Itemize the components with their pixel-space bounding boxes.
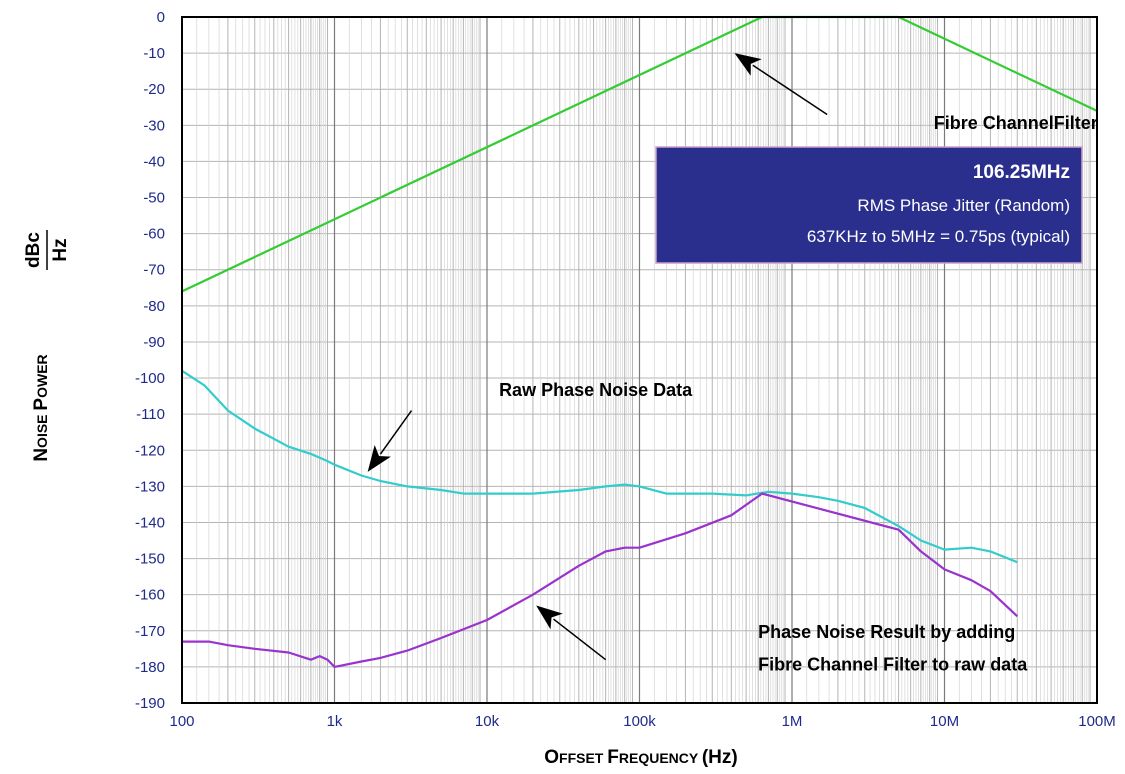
- x-tick-label: 10M: [930, 713, 959, 730]
- annotation-arrows: [367, 53, 828, 661]
- arrow-result-arrow: [536, 605, 607, 661]
- arrow-head: [734, 53, 762, 76]
- arrow-shaft: [752, 64, 828, 116]
- y-axis-title: NOISE POWER dBc Hz: [23, 230, 71, 462]
- annotation-result-line2: Fibre Channel Filter to raw data: [758, 655, 1028, 675]
- x-tick-label: 10k: [475, 713, 500, 730]
- y-axis-title-text: NOISE POWER: [31, 354, 52, 461]
- x-tick-label: 1k: [327, 713, 343, 730]
- info-box-jitter-value: 637KHz to 5MHz = 0.75ps (typical): [807, 227, 1070, 246]
- x-tick-label: 1M: [782, 713, 803, 730]
- y-tick-label: -110: [136, 406, 165, 423]
- y-tick-label: -160: [135, 587, 165, 604]
- y-tick-label: -60: [143, 226, 165, 243]
- info-box: 106.25MHz RMS Phase Jitter (Random) 637K…: [655, 146, 1083, 264]
- x-tick-label: 100k: [623, 713, 656, 730]
- y-tick-label: -50: [143, 190, 165, 207]
- y-tick-label: -30: [143, 117, 165, 134]
- annotation-result-line1: Phase Noise Result by adding: [758, 622, 1015, 642]
- y-tick-label: -20: [143, 81, 165, 98]
- annotation-raw-label: Raw Phase Noise Data: [499, 380, 693, 400]
- y-tick-label: -80: [143, 298, 165, 315]
- y-tick-label: -170: [135, 623, 165, 640]
- y-tick-label: -10: [143, 45, 165, 62]
- info-box-background: [655, 146, 1083, 264]
- arrow-head: [367, 444, 391, 472]
- series-line-result: [182, 492, 1019, 669]
- arrow-raw-arrow: [367, 410, 413, 472]
- y-tick-label: -130: [135, 478, 165, 495]
- info-box-frequency: 106.25MHz: [973, 162, 1070, 183]
- y-tick-label: 0: [157, 9, 165, 26]
- x-axis-title: OFFSET FREQUENCY (Hz): [544, 747, 738, 768]
- y-axis-unit-numerator: dBc: [23, 232, 44, 268]
- plot-frame: [181, 16, 1098, 704]
- y-tick-label: -180: [135, 659, 165, 676]
- arrow-shaft: [379, 410, 413, 455]
- y-tick-label: -40: [143, 153, 165, 170]
- y-tick-label: -120: [135, 442, 165, 459]
- y-tick-label: -140: [135, 514, 165, 531]
- y-tick-label: -150: [135, 551, 165, 568]
- x-tick-labels: 100 1k 10k 100k 1M 10M 100M: [169, 713, 1115, 730]
- y-tick-labels: 0 -10 -20 -30 -40 -50 -60 -70 -80 -90 -100 -110 -120…: [135, 9, 165, 712]
- y-tick-label: -70: [143, 262, 165, 279]
- y-tick-label: -190: [135, 695, 165, 712]
- arrow-filter-arrow: [734, 53, 828, 116]
- annotation-filter-label: Fibre ChannelFilter: [934, 113, 1098, 133]
- info-box-jitter-label: RMS Phase Jitter (Random): [857, 196, 1070, 215]
- grid: [181, 16, 1097, 704]
- y-axis-unit-denominator: Hz: [50, 238, 71, 261]
- x-tick-label: 100M: [1078, 713, 1116, 730]
- arrow-shaft: [553, 618, 607, 661]
- y-tick-label: -100: [135, 370, 165, 387]
- y-tick-label: -90: [143, 334, 165, 351]
- arrow-head: [536, 605, 563, 630]
- x-tick-label: 100: [169, 713, 194, 730]
- annotations: Fibre ChannelFilter Raw Phase Noise Data P…: [499, 113, 1098, 675]
- series-line-raw: [181, 369, 1018, 564]
